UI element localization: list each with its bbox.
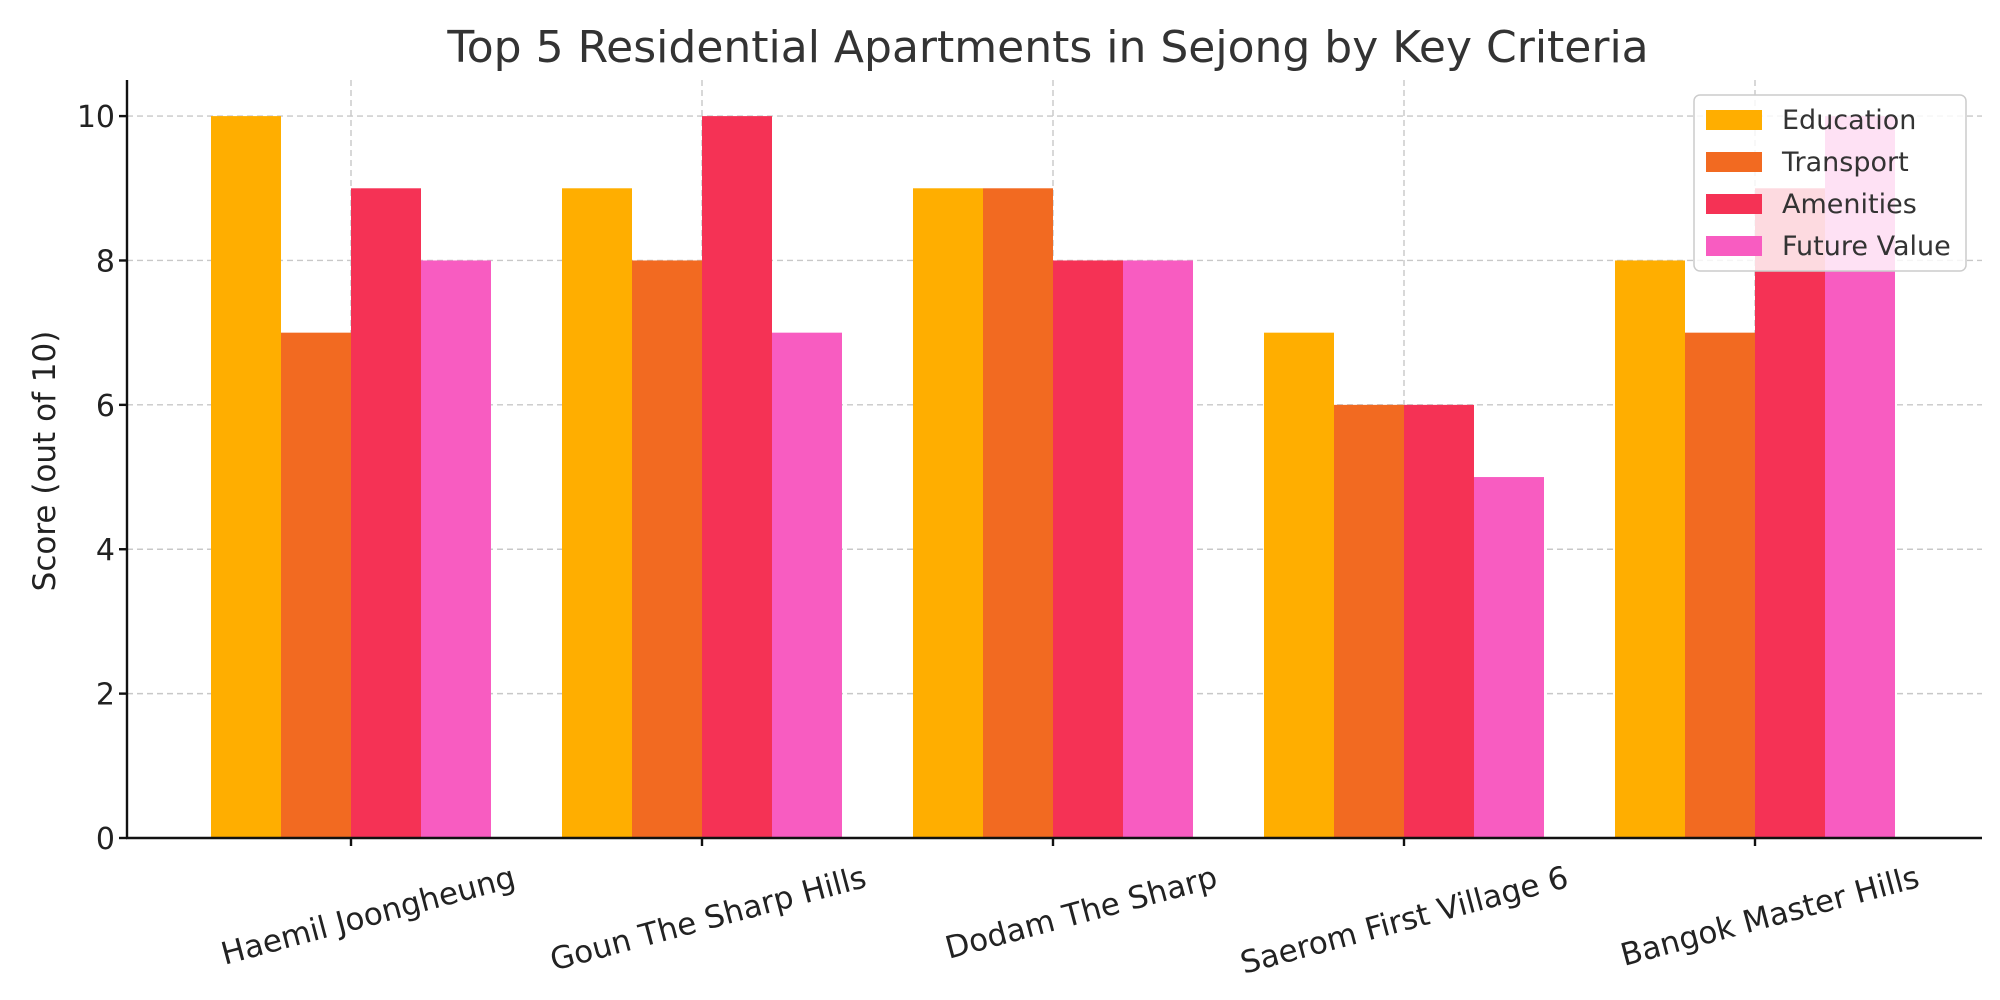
- x-tick-label: Goun The Sharp Hills: [546, 859, 870, 978]
- bar-amenities-5: [1755, 188, 1825, 839]
- bar-transport-1: [281, 332, 351, 838]
- x-tick-label: Haemil Joongheung: [217, 859, 519, 972]
- y-tick-label: 4: [96, 533, 115, 568]
- y-tick-label: 0: [96, 822, 115, 857]
- bar-future-value-4: [1474, 477, 1544, 838]
- legend-swatch-transport: [1706, 152, 1762, 172]
- legend-label: Amenities: [1782, 189, 1917, 220]
- bar-transport-2: [632, 260, 702, 838]
- bar-education-2: [562, 188, 632, 839]
- bar-future-value-2: [772, 332, 842, 838]
- legend-swatch-amenities: [1706, 194, 1762, 214]
- bar-amenities-2: [702, 116, 772, 839]
- x-tick-label: Dodam The Sharp: [941, 859, 1221, 966]
- y-tick-label: 10: [77, 100, 115, 135]
- legend-label: Transport: [1781, 147, 1909, 178]
- bar-transport-5: [1685, 332, 1755, 838]
- bar-amenities-3: [1053, 260, 1123, 838]
- bar-transport-4: [1334, 404, 1404, 838]
- legend-label: Future Value: [1782, 231, 1951, 262]
- bar-education-1: [211, 116, 281, 839]
- bar-amenities-4: [1404, 404, 1474, 838]
- y-tick-label: 6: [96, 389, 115, 424]
- bar-education-3: [913, 188, 983, 839]
- legend-swatch-future-value: [1706, 236, 1762, 256]
- x-tick-label: Saerom First Village 6: [1237, 859, 1572, 981]
- y-tick-label: 8: [96, 244, 115, 279]
- axes: [119, 80, 1982, 846]
- chart-title: Top 5 Residential Apartments in Sejong b…: [446, 22, 1648, 73]
- legend-box: [1693, 94, 1967, 272]
- legend: Education Transport Amenities Future Value: [1693, 94, 1967, 272]
- x-tick-labels: Haemil Joongheung Goun The Sharp Hills Dod…: [217, 859, 1923, 981]
- bar-transport-3: [983, 188, 1053, 839]
- y-tick-label: 2: [96, 678, 115, 713]
- bar-education-5: [1615, 260, 1685, 838]
- legend-swatch-education: [1706, 110, 1762, 130]
- legend-label: Education: [1782, 105, 1916, 136]
- bar-future-value-3: [1123, 260, 1193, 838]
- bar-education-4: [1264, 332, 1334, 838]
- y-axis-label: Score (out of 10): [27, 331, 63, 592]
- x-tick-label: Bangok Master Hills: [1617, 859, 1923, 973]
- bar-future-value-1: [421, 260, 491, 838]
- bar-amenities-1: [351, 188, 421, 839]
- y-tick-labels: 0 2 4 6 8 10: [77, 100, 115, 857]
- bars: [211, 116, 1895, 839]
